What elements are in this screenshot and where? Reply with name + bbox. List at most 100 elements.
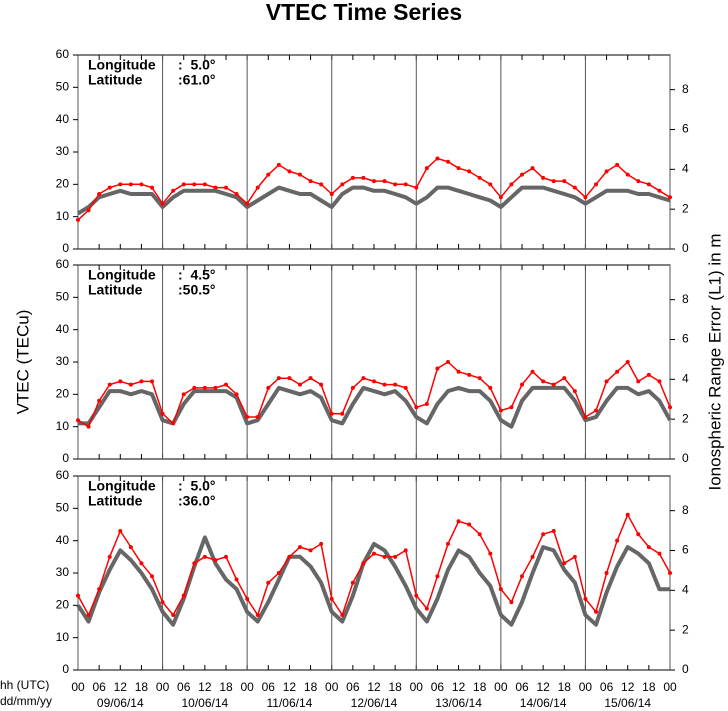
y-tick-label: 30 [56, 144, 70, 158]
y2-tick-label: 6 [682, 332, 689, 346]
y-axis-label: VTEC (TECu) [13, 310, 32, 415]
data-point [255, 414, 260, 419]
data-point [150, 379, 154, 384]
data-point [414, 185, 419, 190]
data-point [350, 580, 355, 585]
data-point [594, 182, 598, 187]
data-point [594, 408, 598, 413]
data-point [520, 382, 524, 387]
data-point [308, 179, 313, 184]
x-tick-label: 12 [198, 680, 212, 694]
annotation-value: :61.0° [178, 72, 216, 88]
data-point [668, 195, 672, 200]
date-label: 10/06/14 [181, 696, 228, 710]
x-tick-label: 06 [262, 680, 276, 694]
annotation-value: :50.5° [178, 282, 216, 298]
data-point [467, 169, 472, 174]
annotation-label: Longitude [88, 57, 156, 73]
data-point [150, 185, 154, 190]
y-tick-label: 30 [56, 354, 70, 368]
data-point [266, 385, 271, 390]
data-point [509, 600, 514, 605]
annotation-label: Latitude [88, 72, 143, 88]
y-tick-label: 0 [62, 662, 69, 676]
data-point [213, 558, 218, 563]
x-tick-label: 00 [410, 680, 424, 694]
data-point [245, 596, 250, 601]
y-tick-label: 0 [62, 241, 69, 255]
data-point [488, 182, 493, 187]
data-point [181, 392, 186, 397]
annotation-label: Longitude [88, 267, 156, 283]
data-point [276, 571, 281, 575]
date-label: 09/06/14 [97, 696, 144, 710]
y-tick-label: 20 [56, 387, 70, 401]
data-point [234, 192, 239, 197]
data-point [541, 532, 546, 537]
x-tick-label: 18 [135, 680, 149, 694]
y-tick-label: 40 [56, 533, 70, 547]
data-point [636, 532, 641, 537]
x-tick-label: 06 [92, 680, 106, 694]
data-point [224, 185, 228, 190]
data-point [520, 172, 524, 177]
data-point [625, 172, 630, 177]
data-point [541, 175, 546, 180]
data-point [668, 405, 672, 410]
y-tick-label: 40 [56, 112, 70, 126]
x-tick-label: 12 [621, 680, 635, 694]
data-point [276, 376, 281, 381]
y-tick-label: 50 [56, 290, 70, 304]
data-point [372, 179, 376, 184]
data-point [562, 179, 567, 184]
data-point [572, 389, 577, 394]
data-point [350, 385, 355, 390]
data-point [234, 577, 239, 582]
series-line [78, 385, 672, 429]
date-label: 11/06/14 [267, 696, 313, 710]
data-point [477, 376, 482, 381]
data-point [329, 411, 334, 416]
data-point [213, 185, 218, 190]
data-point [393, 382, 398, 387]
data-point [477, 175, 482, 180]
data-point [615, 369, 620, 374]
data-point [319, 182, 324, 187]
data-point [572, 185, 577, 190]
data-point [530, 554, 535, 559]
data-point [308, 376, 313, 381]
data-point [171, 613, 176, 618]
data-point [498, 587, 503, 592]
data-point [572, 554, 577, 559]
data-point [160, 600, 165, 605]
y-tick-label: 60 [56, 468, 70, 482]
data-point [86, 424, 91, 429]
x-tick-label: 06 [346, 680, 360, 694]
data-point [477, 532, 482, 537]
data-point [435, 156, 440, 161]
x-tick-label: 00 [579, 680, 593, 694]
data-point [594, 609, 598, 614]
data-point [509, 182, 514, 187]
data-point [266, 172, 271, 177]
y2-tick-label: 4 [682, 583, 689, 597]
data-point [403, 182, 408, 187]
y2-tick-label: 4 [682, 162, 689, 176]
data-point [382, 382, 387, 387]
plot-frame [77, 264, 671, 460]
y-tick-label: 20 [56, 598, 70, 612]
data-point [202, 554, 207, 559]
y-tick-label: 10 [56, 209, 70, 223]
data-point [625, 360, 630, 364]
data-point [76, 217, 80, 222]
data-point [498, 195, 503, 200]
data-point [118, 182, 123, 187]
x-tick-label: 00 [156, 680, 170, 694]
data-point [467, 372, 472, 377]
data-point [160, 411, 165, 416]
data-point [604, 571, 609, 575]
data-point [615, 162, 620, 167]
y-tick-label: 60 [56, 47, 70, 61]
data-point [604, 169, 609, 174]
